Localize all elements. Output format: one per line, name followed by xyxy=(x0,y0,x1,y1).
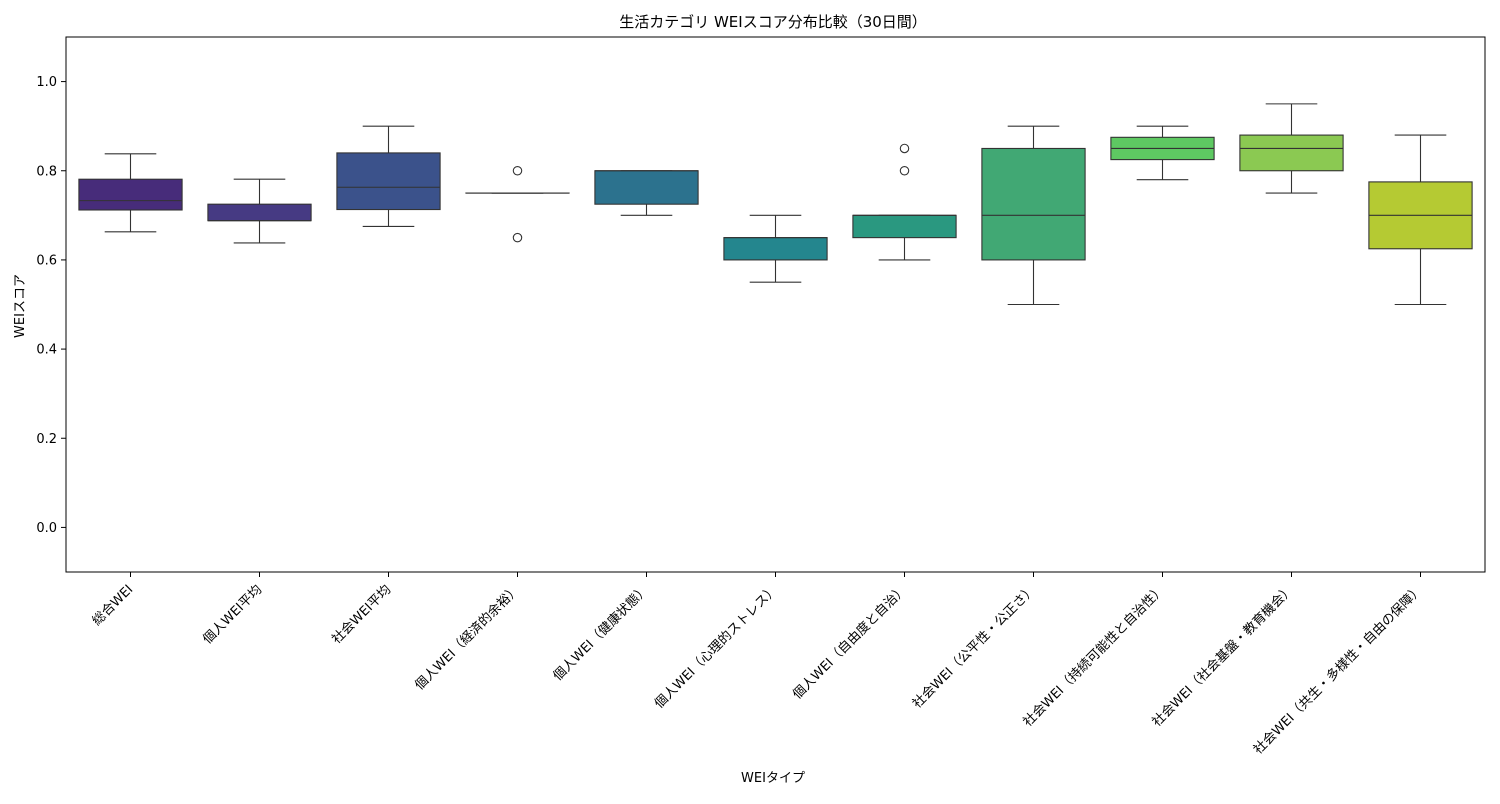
x-tick-label: 社会WEI（持続可能性と自治性） xyxy=(1020,582,1168,730)
x-tick-label: 社会WEI（公平性・公正さ） xyxy=(909,582,1039,712)
x-tick-label: 個人WEI（自由度と自治） xyxy=(789,582,910,703)
outlier-point xyxy=(900,167,908,175)
box-iqr xyxy=(1240,135,1343,171)
plot-frame xyxy=(66,37,1485,572)
box-iqr xyxy=(79,179,182,210)
box-iqr xyxy=(982,148,1085,259)
box-iqr xyxy=(595,171,698,204)
box-iqr xyxy=(337,153,440,210)
y-tick-label: 0.4 xyxy=(36,343,57,358)
x-tick-label: 社会WEI（社会基盤・教育機会） xyxy=(1149,582,1297,730)
x-axis-label: WEIタイプ xyxy=(741,771,805,786)
y-tick-label: 0.6 xyxy=(36,253,57,268)
x-tick-label: 社会WEI平均 xyxy=(329,582,395,648)
x-tick-label: 個人WEI平均 xyxy=(200,582,265,647)
y-axis-label: WEIスコア xyxy=(13,274,28,338)
y-tick-label: 0.0 xyxy=(36,521,57,536)
box-iqr xyxy=(853,215,956,237)
outlier-point xyxy=(900,144,908,152)
outlier-point xyxy=(513,233,521,241)
x-tick-label: 個人WEI（健康状態） xyxy=(550,582,652,684)
y-tick-label: 1.0 xyxy=(36,75,57,90)
box-iqr xyxy=(208,204,311,220)
chart-title: 生活カテゴリ WEIスコア分布比較（30日間） xyxy=(619,13,927,31)
x-tick-label: 個人WEI（経済的余裕） xyxy=(412,582,524,694)
x-tick-label: 個人WEI（心理的ストレス） xyxy=(651,582,781,712)
y-tick-label: 0.2 xyxy=(36,432,57,447)
box-iqr xyxy=(724,238,827,260)
outlier-point xyxy=(513,167,521,175)
x-tick-label: 総合WEI xyxy=(90,582,137,629)
y-tick-label: 0.8 xyxy=(36,164,57,179)
